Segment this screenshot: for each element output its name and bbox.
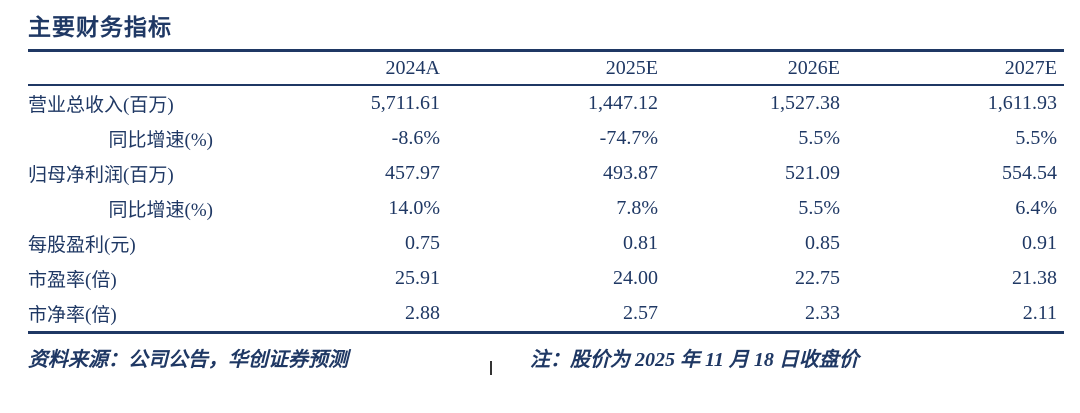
cell-value: 5.5% <box>798 127 840 149</box>
cell-value: 0.85 <box>805 232 840 254</box>
column-header-2027e: 2027E <box>840 50 1064 86</box>
cell-value: 1,447.12 <box>588 92 658 114</box>
footer-notes: 资料来源：公司公告，华创证券预测 注：股价为 2025 年 11 月 18 日收… <box>28 343 1064 372</box>
row-label: 市净率(倍) <box>28 296 258 334</box>
table-row-pe: 市盈率(倍) 25.91 24.00 22.75 21.38 <box>28 261 1064 296</box>
cell-value: 2.11 <box>840 296 1064 334</box>
cell-value: 2.88 <box>258 296 440 334</box>
cell-value: 2.57 <box>440 296 658 334</box>
price-note: 注：股价为 2025 年 11 月 18 日收盘价 <box>530 349 859 371</box>
column-header-label <box>28 50 258 86</box>
cell-value: -8.6% <box>391 127 440 149</box>
cell-value: 7.8% <box>616 197 658 219</box>
row-label: 营业总收入(百万) <box>28 95 174 116</box>
cell-value: 24.00 <box>613 267 658 289</box>
cell-value: -74.7% <box>599 127 658 149</box>
cell-value: 21.38 <box>1012 267 1057 289</box>
cell-value: 493.87 <box>603 162 658 184</box>
source-note: 资料来源：公司公告，华创证券预测 <box>28 349 348 371</box>
table-row-net-profit: 归母净利润(百万) 457.97 493.87 521.09 554.54 <box>28 156 1064 191</box>
cell-value: 554.54 <box>1002 162 1057 184</box>
table-row-profit-growth: 同比增速(%) 14.0% 7.8% 5.5% 6.4% <box>28 191 1064 226</box>
row-label: 同比增速(%) <box>108 200 213 221</box>
cell-value: 0.91 <box>1022 232 1057 254</box>
row-label: 同比增速(%) <box>108 130 213 151</box>
row-label: 归母净利润(百万) <box>28 165 174 186</box>
column-header-2026e: 2026E <box>658 50 840 86</box>
table-row-pb: 市净率(倍) 2.88 2.57 2.33 2.11 <box>28 296 1064 334</box>
cell-value: 457.97 <box>385 162 440 184</box>
cell-value: 2.33 <box>658 296 840 334</box>
cell-value: 5,711.61 <box>370 92 440 114</box>
page-title: 主要财务指标 <box>28 15 172 40</box>
column-header-2024a: 2024A <box>258 50 440 86</box>
cell-value: 0.75 <box>405 232 440 254</box>
table-row-revenue: 营业总收入(百万) 5,711.61 1,447.12 1,527.38 1,6… <box>28 85 1064 121</box>
text-cursor-mark <box>490 361 492 375</box>
cell-value: 521.09 <box>785 162 840 184</box>
cell-value: 22.75 <box>795 267 840 289</box>
table-row-eps: 每股盈利(元) 0.75 0.81 0.85 0.91 <box>28 226 1064 261</box>
cell-value: 6.4% <box>1015 197 1057 219</box>
cell-value: 14.0% <box>388 197 440 219</box>
header-row: 2024A 2025E 2026E 2027E <box>28 50 1064 86</box>
row-label: 市盈率(倍) <box>28 270 117 291</box>
content-area: 主要财务指标 2024A 2025E 2026E 2027E 营业总收入(百万)… <box>28 8 1064 372</box>
cell-value: 5.5% <box>1015 127 1057 149</box>
financial-indicators-table: 2024A 2025E 2026E 2027E 营业总收入(百万) 5,711.… <box>28 49 1064 334</box>
cell-value: 1,611.93 <box>987 92 1057 114</box>
cell-value: 0.81 <box>623 232 658 254</box>
cell-value: 25.91 <box>395 267 440 289</box>
cell-value: 1,527.38 <box>770 92 840 114</box>
cell-value: 5.5% <box>798 197 840 219</box>
table-row-revenue-growth: 同比增速(%) -8.6% -74.7% 5.5% 5.5% <box>28 121 1064 156</box>
row-label: 每股盈利(元) <box>28 235 136 256</box>
column-header-2025e: 2025E <box>440 50 658 86</box>
